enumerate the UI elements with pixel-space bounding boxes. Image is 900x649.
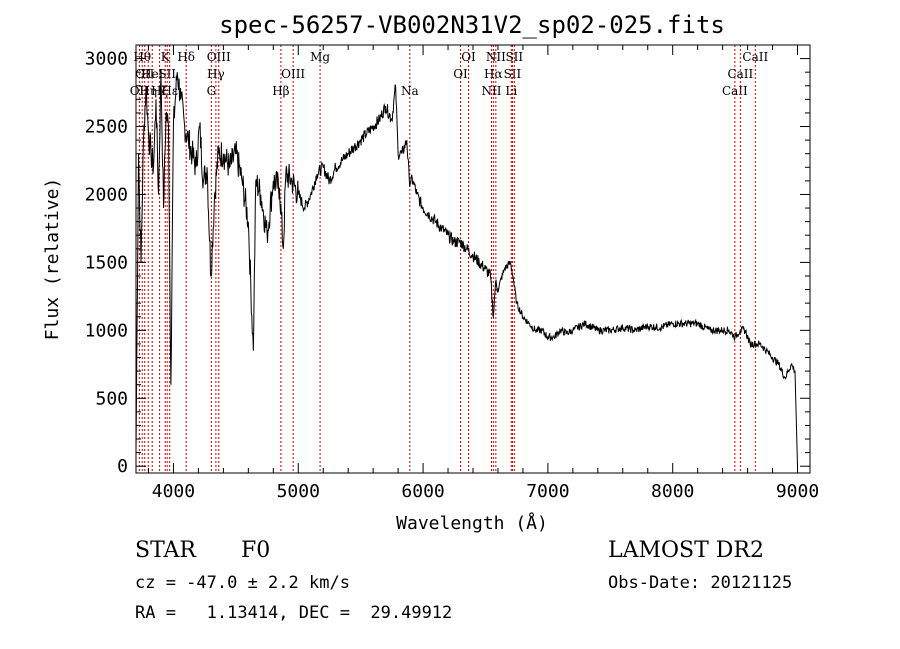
x-tick-label: 8000 bbox=[651, 481, 694, 502]
spectral-line-label: OI bbox=[453, 67, 468, 81]
spectral-line-label: OIII bbox=[281, 67, 305, 81]
y-tick-label: 0 bbox=[117, 456, 128, 477]
x-tick-label: 5000 bbox=[277, 481, 320, 502]
object-subclass: F0 bbox=[241, 538, 271, 563]
spectral-line-label: Mg bbox=[310, 50, 330, 64]
spectral-line-label: OIII bbox=[207, 50, 231, 64]
redshift-cz: cz = -47.0 ± 2.2 km/s bbox=[135, 573, 350, 593]
spectral-line-label: Li bbox=[505, 84, 517, 98]
x-tick-label: 7000 bbox=[526, 481, 569, 502]
spectral-line-label: OII bbox=[135, 67, 155, 81]
spectral-line-label: Hγ bbox=[207, 67, 225, 81]
spectral-line-label: Hα bbox=[484, 67, 503, 81]
observation-date: Obs-Date: 20121125 bbox=[608, 573, 793, 593]
x-tick-label: 4000 bbox=[152, 481, 195, 502]
spectral-line-label: SII bbox=[504, 67, 522, 81]
spectrum-series-line bbox=[135, 72, 798, 467]
spectral-line-label: G bbox=[207, 84, 217, 98]
spectral-line-label: SII bbox=[505, 50, 523, 64]
survey-name: LAMOST DR2 bbox=[608, 538, 764, 563]
spectral-line-label: K bbox=[161, 50, 171, 64]
plot-frame bbox=[135, 44, 811, 474]
y-tick-label: 1000 bbox=[85, 320, 128, 341]
spectral-line-label: Hδ bbox=[177, 50, 195, 64]
spectral-line-label: Hζ bbox=[151, 84, 168, 98]
spectral-line-label: OI bbox=[461, 50, 476, 64]
x-tick-label: 6000 bbox=[401, 481, 444, 502]
y-axis-label: Flux (relative) bbox=[42, 178, 63, 341]
spectral-line-label: Na bbox=[401, 84, 419, 98]
spectral-line-label: CaII bbox=[742, 50, 768, 64]
spectral-line-label: Hβ bbox=[272, 84, 289, 98]
chart-title: spec-56257-VB002N31V2_sp02-025.fits bbox=[219, 11, 725, 39]
spectral-line-label: HeI bbox=[141, 67, 164, 81]
y-tick-label: 2500 bbox=[85, 117, 128, 138]
spectral-line-label: NII bbox=[486, 50, 506, 64]
spectral-line-label: NII bbox=[481, 84, 501, 98]
y-tick-label: 3000 bbox=[85, 49, 128, 70]
spectral-line-label: SII bbox=[158, 67, 176, 81]
y-tick-label: 500 bbox=[95, 388, 128, 409]
spectral-line-markers: OIIHθOIIHηHeIHζKSIIHεHδGHγOIIIHβOIIIMgNa… bbox=[130, 45, 768, 473]
spectral-line-label: Hε bbox=[161, 84, 178, 98]
spectral-line-label: CaII bbox=[722, 84, 748, 98]
x-tick-label: 9000 bbox=[776, 481, 819, 502]
axes: 4000 5000 6000 7000 8000 9000 0 500 1000 1500 2000… bbox=[85, 45, 819, 502]
coordinates: RA = 1.13414, DEC = 29.49912 bbox=[135, 603, 453, 623]
spectral-line-label: CaII bbox=[727, 67, 753, 81]
y-tick-label: 2000 bbox=[85, 184, 128, 205]
y-tick-label: 1500 bbox=[85, 252, 128, 273]
object-class: STAR bbox=[135, 538, 196, 563]
spectral-line-label: Hθ bbox=[133, 50, 151, 64]
x-axis-label: Wavelength (Å) bbox=[396, 512, 548, 534]
